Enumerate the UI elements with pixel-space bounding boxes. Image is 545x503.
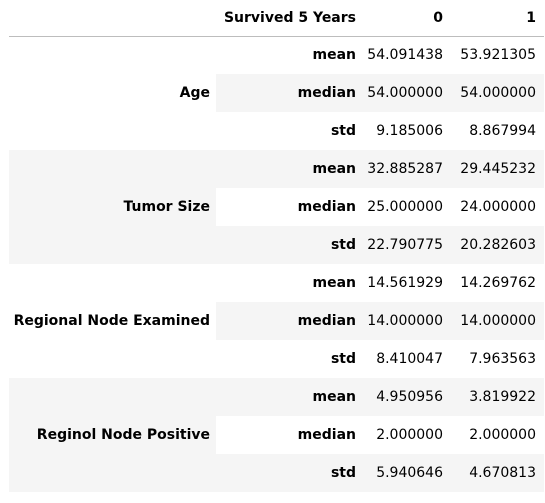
row-group-label: Reginol Node Positive <box>9 378 216 492</box>
row-stat-label: median <box>216 74 365 112</box>
row-stat-label: std <box>330 123 356 139</box>
cell-value: 22.790775 <box>365 226 452 264</box>
cell-value: 20.282603 <box>452 226 544 264</box>
row-stat-label: median <box>216 302 365 340</box>
cell-value: 54.000000 <box>452 74 544 112</box>
cell-value: 14.561929 <box>367 275 443 291</box>
table-row: Age mean 54.091438 53.921305 <box>9 36 544 101</box>
cell-value: 9.185006 <box>376 123 443 139</box>
header-corner <box>9 0 216 37</box>
cell-value: 8.867994 <box>469 123 536 139</box>
dataframe-table: Survived 5 Years 0 1 Age mean 54.091438 … <box>9 0 544 492</box>
row-group-label: Tumor Size <box>9 150 216 264</box>
table-row: median 54.000000 54.000000 <box>9 74 544 112</box>
table-row: Tumor Size mean 32.885287 29.445232 <box>9 150 544 264</box>
row-group-label: Age <box>179 85 210 102</box>
cell-value: 2.000000 <box>376 427 443 443</box>
row-stat-label: median <box>297 199 356 215</box>
cell-value: 32.885287 <box>365 150 452 188</box>
cell-value: 24.000000 <box>460 199 536 215</box>
row-stat-label: mean <box>312 47 357 64</box>
cell-value: 54.000000 <box>365 74 452 112</box>
cell-value: 29.445232 <box>452 150 544 188</box>
row-stat-label: std <box>216 454 365 492</box>
row-stat-label: mean <box>312 275 357 291</box>
header-index-name: Survived 5 Years <box>216 0 365 37</box>
cell-value: 5.940646 <box>365 454 452 492</box>
row-stat-label: mean <box>216 150 365 188</box>
table-row: Reginol Node Positive mean 4.950956 3.81… <box>9 378 544 492</box>
header-col-1: 1 <box>452 0 544 37</box>
table-row: std 8.410047 7.963563 <box>9 340 544 378</box>
row-stat-label: std <box>216 226 365 264</box>
row-group-label: Regional Node Examined <box>13 313 210 329</box>
row-stat-label: mean <box>216 378 365 416</box>
cell-value: 7.963563 <box>469 351 536 367</box>
table-header: Survived 5 Years 0 1 <box>9 0 544 37</box>
table-row: std 5.940646 4.670813 <box>9 454 544 492</box>
table-row: Regional Node Examined mean 14.561929 14… <box>9 264 544 329</box>
cell-value: 14.000000 <box>452 302 544 340</box>
row-stat-label: std <box>330 351 356 367</box>
table-row: std 9.185006 8.867994 <box>9 112 544 150</box>
row-stat-label: median <box>297 427 356 443</box>
cell-value: 2.000000 <box>469 427 536 443</box>
cell-value: 14.000000 <box>365 302 452 340</box>
cell-value: 53.921305 <box>460 47 536 64</box>
header-row: Survived 5 Years 0 1 <box>9 0 544 37</box>
cell-value: 3.819922 <box>452 378 544 416</box>
cell-value: 4.670813 <box>452 454 544 492</box>
table-row: median 2.000000 2.000000 <box>9 416 544 454</box>
cell-value: 25.000000 <box>367 199 443 215</box>
table-row: median 25.000000 24.000000 <box>9 188 544 226</box>
cell-value: 4.950956 <box>365 378 452 416</box>
header-col-0: 0 <box>365 0 452 37</box>
cell-value: 14.269762 <box>460 275 536 291</box>
table-row: median 14.000000 14.000000 <box>9 302 544 340</box>
table-row: std 22.790775 20.282603 <box>9 226 544 264</box>
cell-value: 8.410047 <box>376 351 443 367</box>
table-body: Age mean 54.091438 53.921305 median 54.0… <box>9 36 544 492</box>
cell-value: 54.091438 <box>367 47 443 64</box>
